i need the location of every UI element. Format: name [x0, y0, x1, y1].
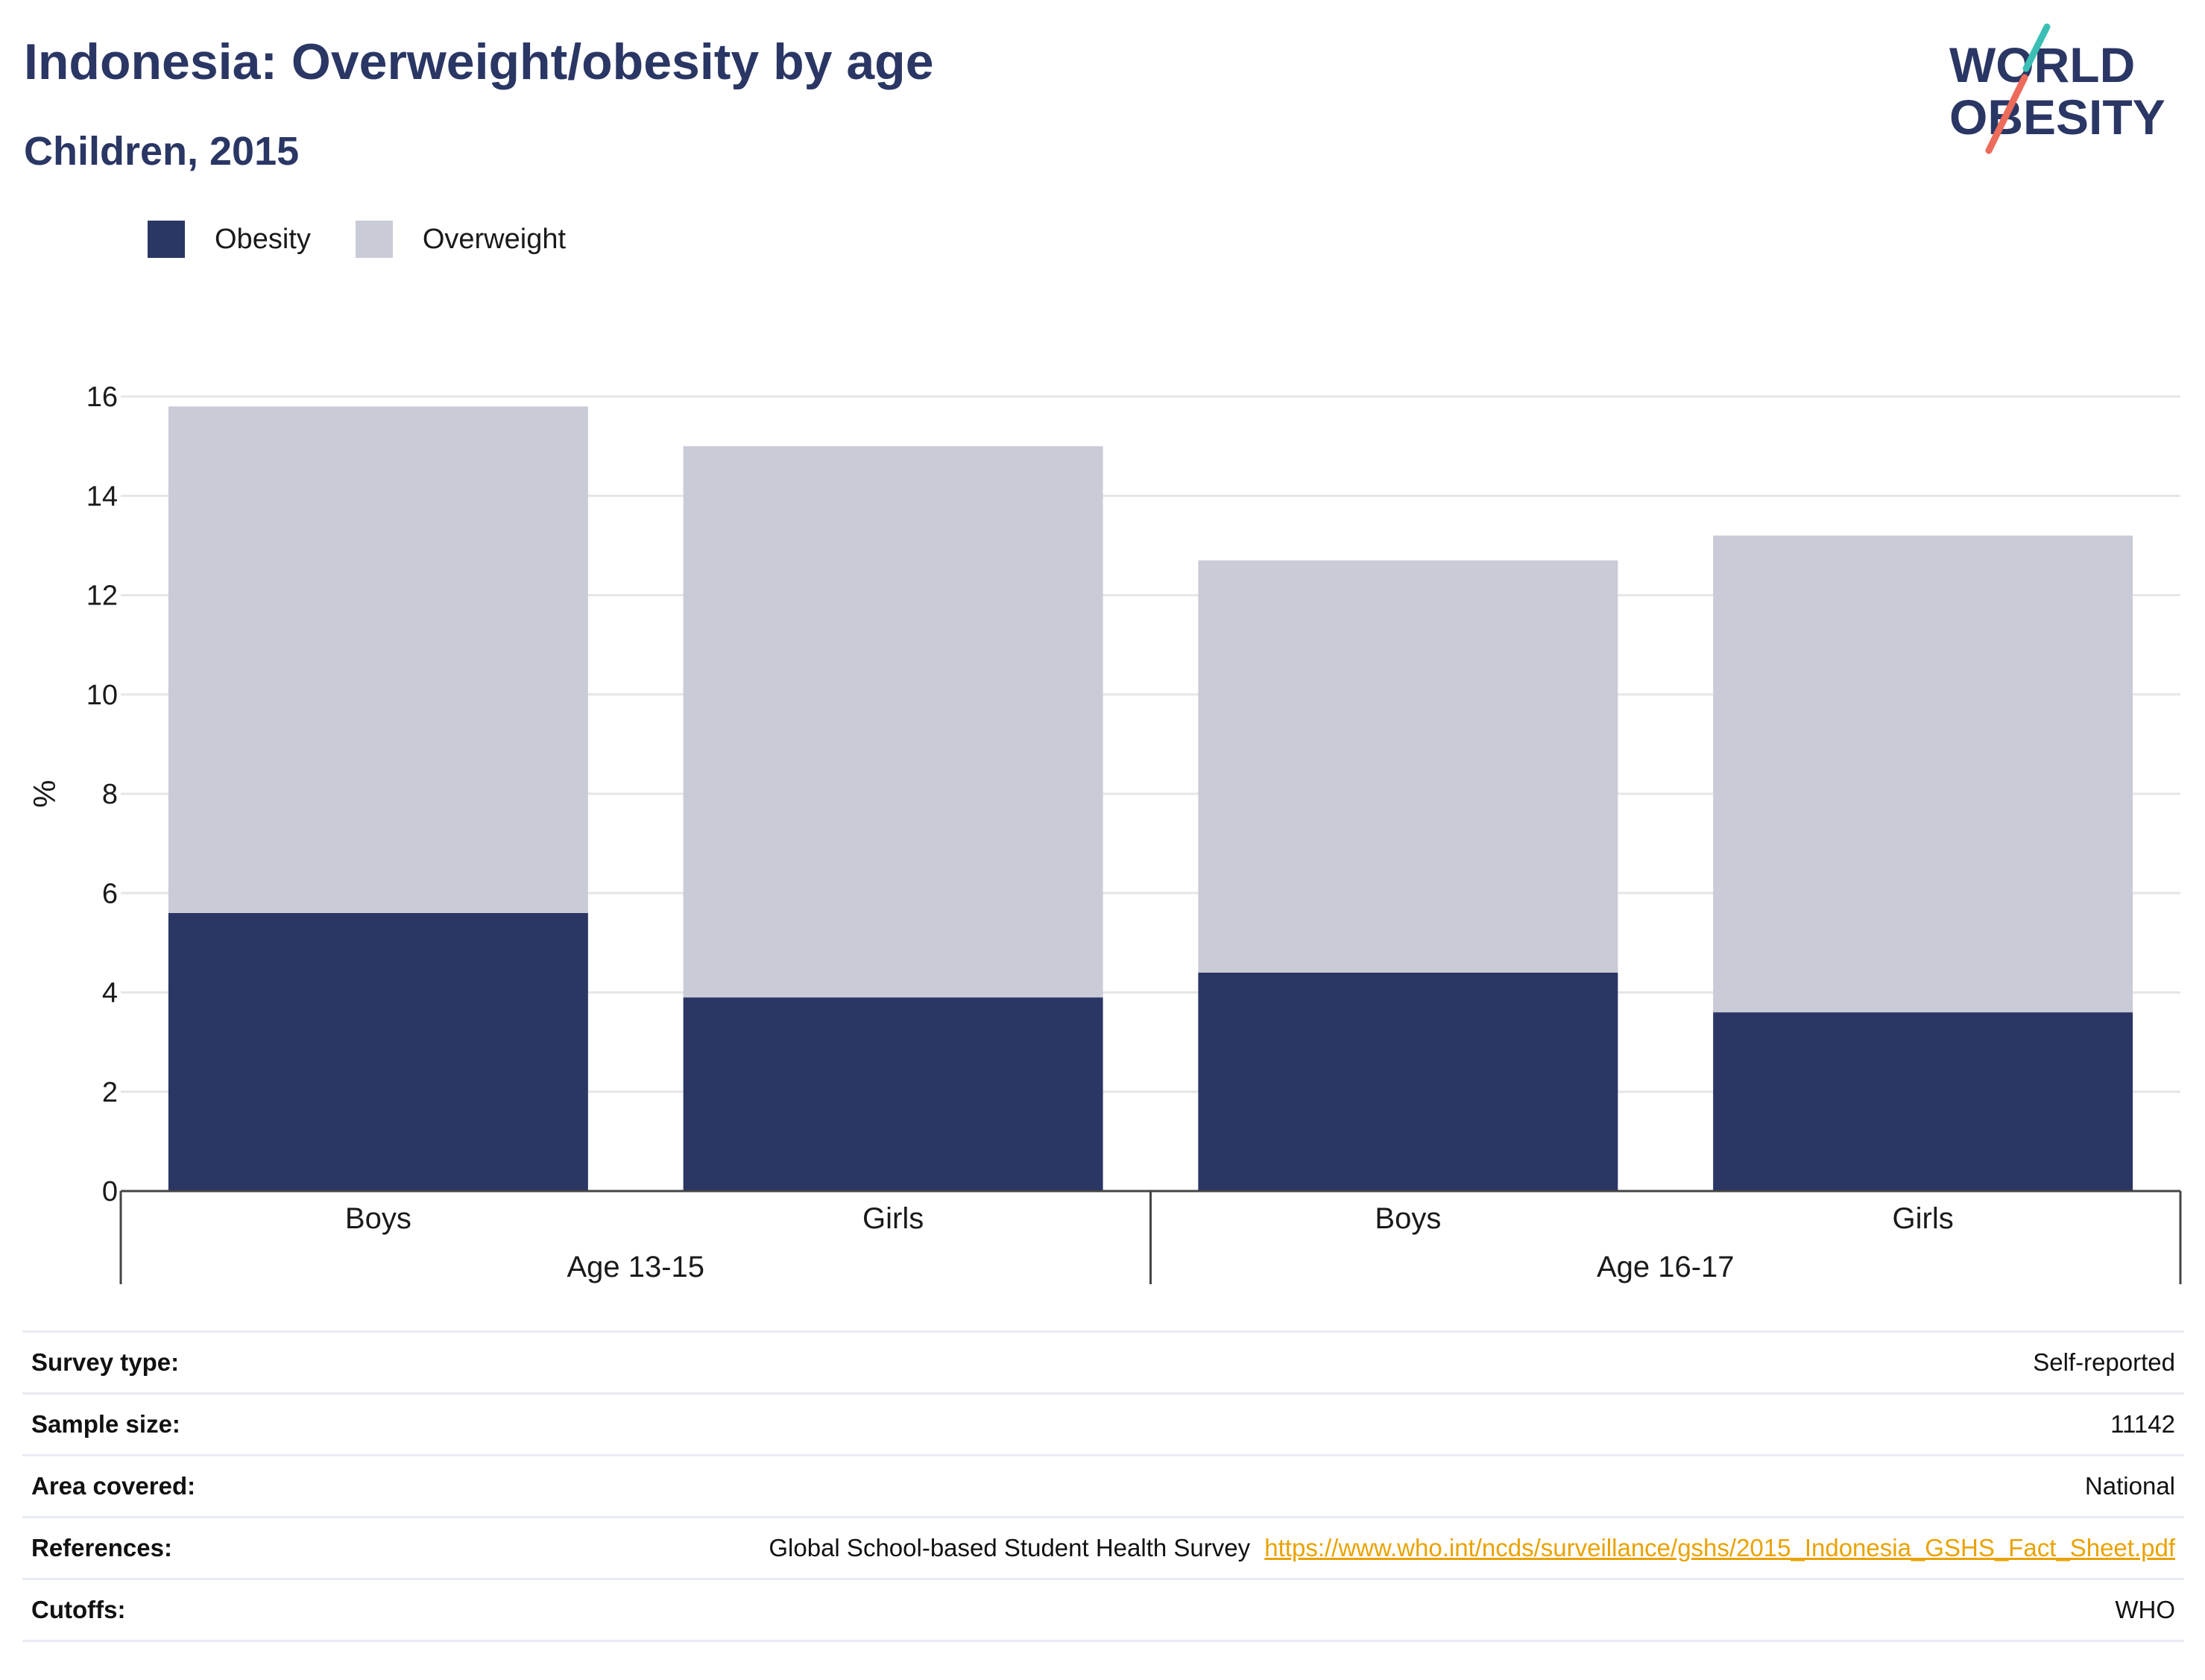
bar-obesity-1 [683, 997, 1103, 1191]
y-tick-label: 8 [102, 779, 118, 810]
reference-link[interactable]: https://www.who.int/ncds/surveillance/gs… [1264, 1534, 2175, 1561]
legend-swatch-obesity [148, 221, 185, 258]
bar-overweight-0 [168, 406, 588, 913]
bar-chart: 0 2 4 6 8 10 12 14 16% Boys Girls Boys Girls Age 13-1… [27, 382, 2182, 1284]
y-tick-label: 4 [102, 978, 118, 1009]
logo-text-world: WORLD [1949, 37, 2135, 92]
x-tick-label: Girls [862, 1202, 924, 1235]
y-axis-label: % [27, 780, 62, 807]
bar-overweight-1 [683, 446, 1103, 998]
info-row-references: References: Global School-based Student … [22, 1518, 2184, 1580]
world-obesity-logo: WORLD OBESITY [1949, 23, 2165, 154]
legend-item-obesity[interactable]: Obesity [148, 221, 311, 258]
legend-item-overweight[interactable]: Overweight [355, 221, 567, 258]
y-tick-label: 10 [86, 680, 118, 711]
info-row-area-covered: Area covered: National [22, 1456, 2184, 1518]
y-tick-label: 16 [86, 382, 118, 413]
legend-swatch-overweight [355, 221, 393, 258]
logo-slash-coral [1985, 74, 2028, 154]
info-label: Area covered: [31, 1472, 196, 1500]
legend-label-overweight: Overweight [422, 223, 567, 255]
logo-slash-teal [2022, 23, 2051, 72]
bar-overweight-3 [1713, 535, 2133, 1013]
bar-obesity-3 [1713, 1012, 2133, 1191]
x-tick-label: Boys [1375, 1202, 1441, 1235]
chart-subtitle: Children, 2015 [24, 129, 300, 174]
x-tick-label: Boys [345, 1202, 411, 1235]
x-tick-label: Girls [1893, 1202, 1954, 1235]
info-row-cutoffs: Cutoffs: WHO [22, 1580, 2184, 1642]
y-tick-label: 14 [86, 481, 118, 512]
info-row-sample-size: Sample size: 11142 [22, 1395, 2184, 1456]
bar-overweight-2 [1198, 560, 1618, 973]
info-row-survey-type: Survey type: Self-reported [22, 1333, 2184, 1395]
bar-obesity-2 [1198, 972, 1618, 1191]
y-tick-label: 6 [102, 878, 118, 909]
info-label: References: [31, 1534, 172, 1561]
y-tick-label: 2 [102, 1077, 118, 1108]
info-value: National [2084, 1472, 2175, 1500]
info-value: 11142 [2110, 1410, 2175, 1438]
legend-label-obesity: Obesity [215, 223, 311, 255]
chart-legend: Obesity Overweight [148, 221, 611, 258]
survey-info-table: Survey type: Self-reported Sample size: … [22, 1330, 2184, 1642]
info-value: Self-reported [2033, 1348, 2175, 1376]
chart-title: Indonesia: Overweight/obesity by age [24, 34, 934, 90]
info-label: Survey type: [31, 1348, 180, 1376]
bar-obesity-0 [168, 912, 588, 1191]
group-label: Age 16-17 [1597, 1251, 1735, 1283]
info-label: Cutoffs: [31, 1596, 126, 1623]
y-tick-label: 0 [102, 1176, 118, 1207]
logo-text-obesity: OBESITY [1949, 89, 2165, 145]
group-label: Age 13-15 [567, 1251, 704, 1283]
y-tick-label: 12 [86, 581, 118, 612]
reference-text: Global School-based Student Health Surve… [769, 1534, 1251, 1561]
references-value: Global School-based Student Health Surve… [769, 1534, 2175, 1562]
info-value: WHO [2115, 1596, 2175, 1623]
info-label: Sample size: [31, 1410, 180, 1438]
